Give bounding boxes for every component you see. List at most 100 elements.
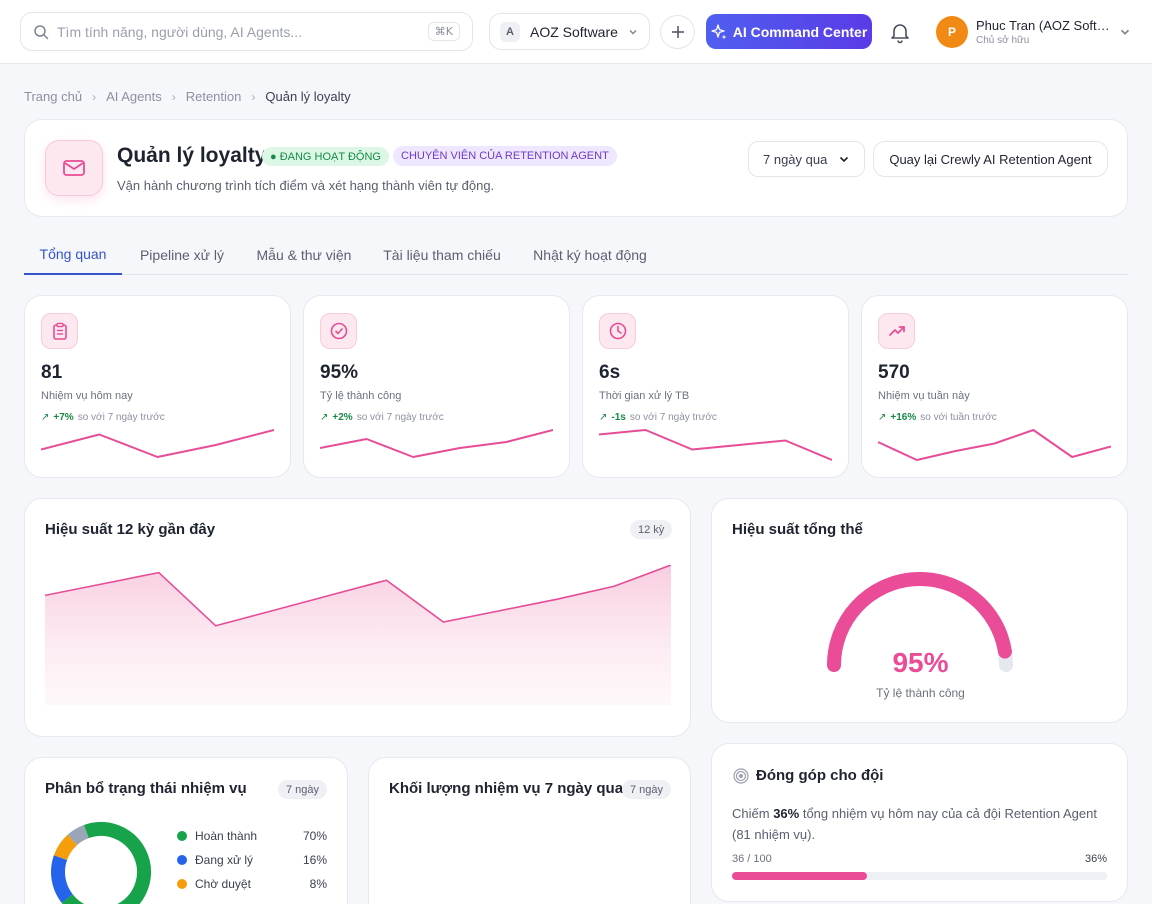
kpi-sparkline	[320, 429, 553, 458]
trending-up-icon	[878, 313, 915, 349]
kpi-sparkline	[878, 429, 1111, 461]
status-badge: ● ĐANG HOẠT ĐỘNG	[262, 147, 389, 166]
tab-overview[interactable]: Tổng quan	[24, 234, 122, 275]
gauge-fill	[827, 572, 1012, 672]
donut-slice	[53, 834, 78, 861]
period-chip: 12 kỳ	[630, 520, 673, 539]
breadcrumb-retention[interactable]: Retention	[185, 89, 242, 104]
breadcrumb-ai-agents[interactable]: AI Agents	[106, 89, 162, 104]
contribution-text: Chiếm 36% tổng nhiệm vụ hôm nay của cả đ…	[732, 803, 1112, 845]
search-input[interactable]: Tìm tính năng, người dùng, AI Agents... …	[20, 12, 473, 51]
panel-title: Hiệu suất 12 kỳ gần đây	[45, 521, 216, 538]
mail-icon	[45, 140, 103, 196]
performance-chart-card: Hiệu suất 12 kỳ gần đây 12 kỳ	[24, 498, 691, 737]
progress-fill	[732, 872, 867, 880]
search-shortcut: ⌘K	[427, 22, 460, 41]
donut-slice	[51, 855, 73, 903]
breadcrumb-home[interactable]: Trang chủ	[24, 89, 83, 104]
legend-item: Chờ duyệt 8%	[177, 877, 327, 891]
tab-bar: Tổng quan Pipeline xử lý Mẫu & thư viện …	[24, 234, 1128, 275]
period-chip: 7 ngày	[622, 780, 672, 799]
legend-value: 16%	[302, 853, 327, 867]
kpi-value: 95%	[320, 362, 359, 383]
sparkline-line	[320, 429, 553, 458]
contribution-text-suffix: tổng nhiệm vụ hôm nay của cả đội Retenti…	[732, 806, 1097, 842]
kpi-delta-value: +16%	[890, 412, 917, 423]
user-menu[interactable]: P Phuc Tran (AOZ Software) Chủ sở hữu	[936, 14, 1132, 50]
panel-title: Hiệu suất tổng thể	[732, 521, 863, 538]
kpi-delta: ↗ +2% so với 7 ngày trước	[320, 412, 444, 423]
kpi-delta: ↗ -1s so với 7 ngày trước	[599, 412, 717, 423]
tab-pipeline[interactable]: Pipeline xử lý	[139, 246, 225, 263]
legend-dot	[177, 855, 187, 865]
progress-label: 36 / 100	[732, 853, 772, 865]
panel-title: Khối lượng nhiệm vụ 7 ngày qua	[389, 780, 624, 797]
legend-label: Đang xử lý	[195, 853, 254, 867]
period-chip: 7 ngày	[278, 780, 328, 799]
role-badge: CHUYÊN VIÊN CỦA RETENTION AGENT	[393, 146, 617, 166]
ai-command-center-button[interactable]: AI Command Center	[706, 14, 872, 49]
kpi-label: Tỷ lệ thành công	[320, 390, 402, 402]
workspace-badge: A	[500, 21, 520, 42]
kpi-value: 6s	[599, 362, 621, 383]
breadcrumb-current: Quản lý loyalty	[265, 89, 351, 104]
progress-percent: 36%	[1084, 853, 1107, 865]
legend-dot	[177, 831, 187, 841]
sparkline-line	[41, 429, 274, 458]
user-role: Chủ sở hữu	[976, 35, 1030, 46]
arrow-up-right-icon: ↗	[320, 412, 329, 423]
legend-value: 70%	[302, 829, 327, 843]
workspace-switcher[interactable]: A AOZ Software	[489, 13, 650, 50]
chevron-right-icon: ›	[251, 89, 256, 104]
chevron-down-icon	[629, 29, 637, 34]
kpi-card: 95% Tỷ lệ thành công ↗ +2% so với 7 ngày…	[303, 295, 570, 478]
search-placeholder: Tìm tính năng, người dùng, AI Agents...	[57, 23, 303, 40]
clock-icon	[599, 313, 636, 349]
page-title: Quản lý loyalty	[117, 144, 267, 167]
tab-references[interactable]: Tài liệu tham chiếu	[383, 246, 501, 263]
plus-icon	[671, 26, 684, 38]
sparkline-line	[599, 429, 832, 461]
status-distribution-card: Phân bổ trạng thái nhiệm vụ 7 ngày Hoàn …	[24, 757, 348, 904]
chevron-right-icon: ›	[171, 89, 176, 104]
kpi-card: 81 Nhiệm vụ hôm nay ↗ +7% so với 7 ngày …	[24, 295, 291, 478]
gauge-label: Tỷ lệ thành công	[876, 686, 965, 700]
task-volume-card: Khối lượng nhiệm vụ 7 ngày qua 7 ngày	[368, 757, 691, 904]
contribution-text-prefix: Chiếm	[732, 806, 774, 821]
kpi-compare: so với 7 ngày trước	[356, 412, 444, 423]
chevron-down-icon	[1120, 29, 1130, 35]
date-range-select[interactable]: 7 ngày qua	[748, 141, 865, 177]
add-button[interactable]	[660, 15, 695, 49]
kpi-sparkline	[41, 429, 274, 458]
area-fill	[45, 565, 671, 705]
legend-item: Hoàn thành 70%	[177, 829, 327, 843]
check-circle-icon	[320, 313, 357, 349]
panel-title: Đóng góp cho đội	[756, 767, 884, 784]
date-range-value: 7 ngày qua	[763, 151, 828, 167]
sparkline-line	[878, 429, 1111, 461]
performance-area-chart	[45, 565, 671, 705]
avatar: P	[936, 16, 968, 48]
donut-slice	[67, 825, 89, 846]
tab-activity-log[interactable]: Nhật ký hoạt động	[533, 246, 647, 263]
kpi-delta-value: -1s	[611, 412, 626, 423]
notifications-button[interactable]	[888, 20, 912, 44]
arrow-up-right-icon: ↗	[41, 412, 50, 423]
bell-icon	[891, 24, 909, 44]
kpi-delta: ↗ +16% so với tuần trước	[878, 412, 997, 423]
kpi-label: Nhiệm vụ hôm nay	[41, 390, 133, 402]
back-to-agent-button[interactable]: Quay lại Crewly AI Retention Agent	[873, 141, 1108, 177]
tab-templates[interactable]: Mẫu & thư viện	[256, 246, 352, 263]
kpi-label: Nhiệm vụ tuần này	[878, 390, 970, 402]
kpi-delta-value: +2%	[332, 412, 353, 423]
legend-value: 8%	[309, 877, 327, 891]
status-donut-chart	[51, 822, 151, 904]
sparkle-icon	[711, 23, 727, 39]
kpi-compare: so với 7 ngày trước	[77, 412, 165, 423]
kpi-delta: ↗ +7% so với 7 ngày trước	[41, 412, 165, 423]
search-icon	[34, 24, 49, 39]
arrow-up-right-icon: ↗	[878, 412, 887, 423]
progress-track	[732, 872, 1107, 880]
chevron-down-icon	[839, 156, 849, 163]
kpi-card: 570 Nhiệm vụ tuần này ↗ +16% so với tuần…	[861, 295, 1128, 478]
